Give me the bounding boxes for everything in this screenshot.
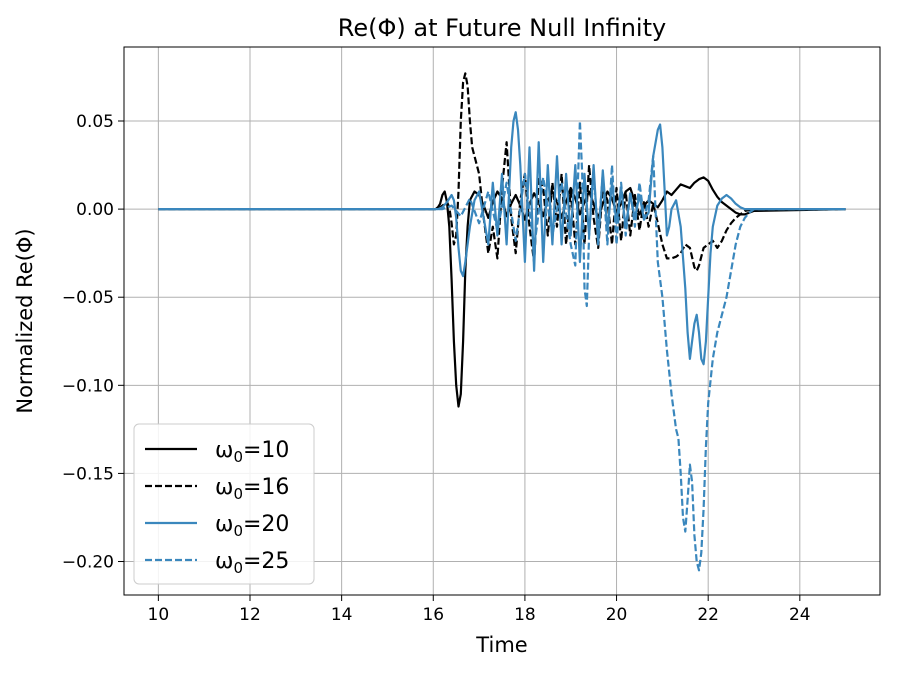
y-tick-label: −0.05: [62, 288, 114, 308]
plot-frame: [123, 46, 881, 596]
legend-label-symbol: ω: [215, 512, 233, 537]
y-tick-label: −0.15: [62, 464, 114, 484]
series-lines: [158, 72, 846, 572]
y-axis-label: Normalized Re(Φ): [13, 228, 37, 413]
x-tick-label: 24: [789, 605, 811, 625]
x-tick-label: 20: [606, 605, 628, 625]
legend-label-value: =25: [243, 549, 289, 574]
series-line-0: [158, 176, 846, 408]
legend-label-2: ω0=20: [215, 512, 289, 540]
x-axis-label: Time: [475, 633, 527, 657]
y-tick-label: 0.00: [76, 200, 114, 220]
legend-box: [133, 423, 315, 585]
x-tick-label: 14: [331, 605, 353, 625]
legend-label-value: =10: [243, 438, 289, 463]
legend-label-subscript: 0: [233, 522, 243, 540]
series-line-3: [158, 119, 846, 572]
legend-label-subscript: 0: [233, 448, 243, 466]
legend-label-1: ω0=16: [215, 475, 289, 503]
legend-label-3: ω0=25: [215, 549, 289, 577]
legend-label-0: ω0=10: [215, 438, 289, 466]
x-tick-label: 16: [422, 605, 444, 625]
legend-label-value: =20: [243, 512, 289, 537]
legend-label-subscript: 0: [233, 559, 243, 577]
series-line-2: [158, 111, 846, 366]
grid: [124, 47, 880, 595]
x-tick-label: 10: [148, 605, 170, 625]
axis-ticks: 10 12 14 16 18 20 22 24 0.05 0.00 −0.05 −0.10 −0.15 −…: [62, 112, 811, 625]
legend-label-value: =16: [243, 475, 289, 500]
legend-label-subscript: 0: [233, 485, 243, 503]
x-tick-label: 12: [239, 605, 261, 625]
chart-title: Re(Φ) at Future Null Infinity: [338, 14, 666, 42]
y-tick-label: 0.05: [76, 112, 114, 132]
y-tick-label: −0.20: [62, 553, 114, 573]
y-tick-label: −0.10: [62, 376, 114, 396]
x-tick-label: 18: [514, 605, 536, 625]
legend-label-symbol: ω: [215, 438, 233, 463]
legend-label-symbol: ω: [215, 549, 233, 574]
x-tick-label: 22: [697, 605, 719, 625]
series-line-1: [158, 72, 846, 272]
legend-label-symbol: ω: [215, 475, 233, 500]
